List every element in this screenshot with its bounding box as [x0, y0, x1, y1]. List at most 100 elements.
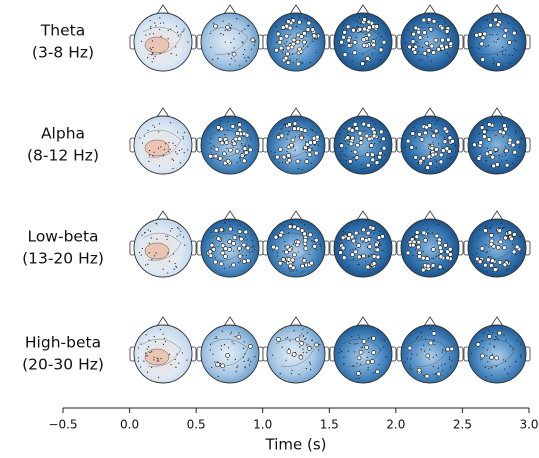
- significant-sensor: [280, 25, 286, 30]
- sensor: [343, 356, 345, 358]
- sensor: [496, 54, 499, 56]
- significant-sensor: [449, 346, 455, 352]
- sensor: [147, 263, 149, 265]
- sensor: [248, 364, 251, 366]
- scalp: [200, 115, 260, 175]
- topomap: [129, 210, 197, 278]
- sensor: [488, 329, 490, 332]
- significant-sensor: [237, 229, 243, 234]
- sensor: [357, 334, 359, 336]
- sensor: [424, 338, 427, 340]
- significant-sensor: [364, 133, 370, 139]
- sensor: [162, 154, 164, 157]
- sensor: [504, 146, 507, 148]
- significant-sensor: [245, 245, 251, 251]
- sensor: [228, 53, 230, 55]
- sensor: [290, 372, 292, 375]
- sensor: [148, 339, 150, 341]
- sensor: [491, 374, 493, 377]
- sensor: [289, 340, 291, 342]
- sensor: [493, 346, 496, 348]
- sensor: [214, 337, 216, 340]
- sensor: [355, 20, 358, 22]
- sensor: [355, 237, 357, 239]
- sensor: [359, 363, 361, 365]
- topomap: [396, 210, 464, 278]
- significant-sensor: [371, 254, 377, 259]
- sensor: [442, 267, 444, 269]
- significant-sensor: [285, 60, 291, 65]
- sensor: [376, 154, 378, 156]
- sensor: [441, 364, 443, 366]
- sensor: [384, 32, 387, 34]
- sensor: [230, 333, 232, 335]
- significant-sensor: [307, 152, 313, 158]
- sensor: [380, 257, 382, 260]
- significant-sensor: [497, 228, 503, 234]
- significant-sensor: [479, 125, 485, 130]
- sensor: [372, 372, 374, 374]
- significant-sensor: [417, 35, 423, 40]
- sensor: [289, 33, 291, 36]
- sensor: [241, 142, 243, 145]
- sensor: [498, 38, 500, 40]
- sensor: [252, 245, 254, 247]
- sensor: [235, 371, 237, 373]
- sensor: [499, 165, 501, 167]
- significant-sensor: [448, 246, 453, 252]
- sensor: [500, 236, 502, 238]
- significant-sensor: [381, 145, 387, 151]
- sensor: [238, 332, 240, 334]
- significant-sensor: [347, 159, 353, 164]
- significant-sensor: [495, 162, 500, 167]
- sensor: [344, 232, 346, 234]
- sensor: [427, 45, 430, 47]
- sensor: [486, 354, 488, 357]
- sensor: [339, 133, 341, 135]
- sensor: [292, 243, 295, 245]
- sensor: [442, 349, 444, 351]
- sensor: [450, 366, 452, 368]
- significant-sensor: [291, 37, 297, 43]
- sensor: [481, 339, 483, 342]
- sensor: [247, 359, 249, 361]
- sensor: [362, 32, 364, 34]
- sensor: [502, 227, 504, 229]
- sensor: [432, 365, 434, 368]
- significant-sensor: [371, 336, 376, 341]
- sensor: [150, 237, 152, 239]
- sensor: [509, 62, 511, 64]
- sensor: [283, 124, 285, 126]
- sensor: [315, 51, 317, 54]
- sensor: [378, 363, 380, 366]
- sensor: [176, 353, 178, 355]
- sensor: [355, 159, 357, 161]
- sensor: [281, 346, 283, 348]
- sensor: [423, 374, 425, 377]
- sensor: [285, 337, 287, 339]
- sensor: [413, 43, 415, 45]
- sensor: [168, 142, 170, 144]
- sensor: [301, 61, 303, 64]
- sensor: [164, 143, 167, 145]
- sensor: [380, 159, 382, 161]
- sensor: [244, 28, 246, 30]
- sensor: [502, 136, 504, 138]
- sensor: [315, 131, 318, 133]
- contour: [144, 139, 170, 157]
- sensor: [234, 124, 236, 126]
- sensor: [223, 343, 226, 346]
- significant-sensor: [422, 50, 428, 56]
- sensor: [367, 255, 370, 257]
- sensor: [495, 336, 497, 338]
- significant-sensor: [428, 161, 433, 166]
- sensor: [354, 247, 357, 250]
- sensor: [172, 159, 175, 161]
- sensor: [359, 22, 362, 25]
- sensor: [171, 227, 173, 230]
- sensor: [244, 367, 246, 369]
- significant-sensor: [509, 236, 514, 242]
- sensor: [486, 19, 488, 21]
- significant-sensor: [424, 256, 430, 262]
- row-label: (8-12 Hz): [27, 147, 99, 165]
